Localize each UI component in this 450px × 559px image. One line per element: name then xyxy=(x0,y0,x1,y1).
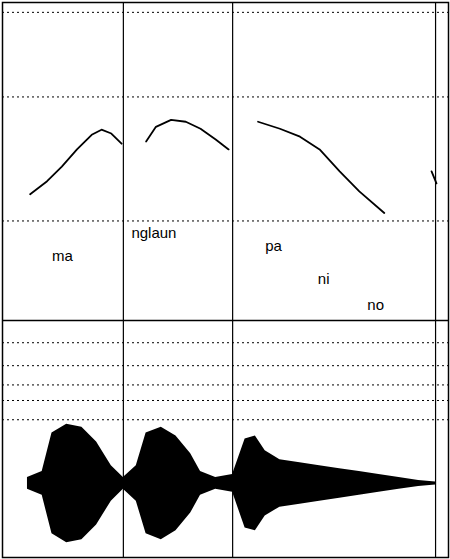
svg-text:ni: ni xyxy=(318,270,330,287)
svg-text:ma: ma xyxy=(52,247,73,264)
svg-text:nglaun: nglaun xyxy=(131,224,176,241)
svg-text:pa: pa xyxy=(265,237,282,254)
svg-text:no: no xyxy=(367,296,384,313)
